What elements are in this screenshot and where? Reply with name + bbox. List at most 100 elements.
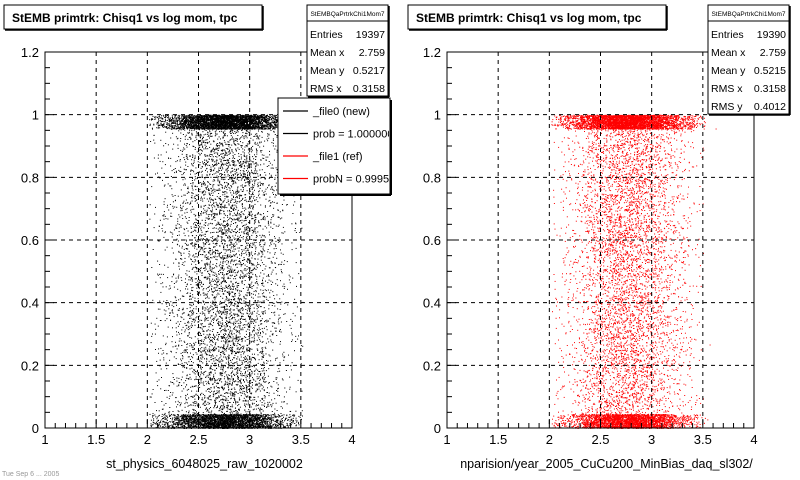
data-point: [253, 285, 255, 287]
data-point: [238, 315, 240, 317]
data-point: [251, 127, 253, 129]
data-point: [215, 407, 217, 409]
data-point: [240, 164, 241, 166]
data-point: [161, 377, 162, 378]
data-point: [226, 374, 227, 376]
data-point: [250, 416, 252, 418]
data-point: [229, 248, 231, 250]
data-point: [258, 293, 260, 295]
data-point: [210, 184, 212, 185]
data-point: [192, 296, 194, 298]
data-point: [215, 275, 217, 277]
data-point: [217, 322, 219, 324]
data-point: [239, 172, 241, 174]
data-point: [201, 198, 203, 200]
data-point: [211, 159, 213, 161]
data-point: [210, 257, 211, 259]
data-point: [290, 327, 292, 329]
data-point: [245, 161, 247, 163]
data-point: [229, 330, 231, 332]
data-point: [240, 234, 241, 236]
data-point: [205, 416, 206, 418]
data-point: [226, 420, 228, 422]
data-point: [228, 317, 230, 319]
data-point: [272, 145, 274, 147]
data-point: [220, 161, 222, 163]
data-point: [295, 410, 297, 412]
data-point: [251, 195, 253, 197]
data-point: [174, 426, 176, 428]
data-point: [150, 396, 152, 398]
data-point: [295, 419, 297, 421]
data-point: [222, 287, 224, 289]
data-point: [195, 119, 197, 121]
data-point: [186, 362, 188, 364]
data-point: [233, 141, 234, 143]
data-point: [246, 217, 248, 218]
data-point: [255, 294, 256, 296]
data-point: [262, 217, 264, 219]
data-point: [181, 279, 183, 281]
data-point: [182, 425, 184, 427]
data-point: [217, 277, 219, 279]
data-point: [214, 346, 216, 348]
data-point: [225, 226, 226, 228]
data-point: [213, 246, 215, 248]
data-point: [258, 388, 260, 390]
data-point: [257, 426, 259, 428]
data-point: [224, 396, 226, 397]
data-point: [238, 220, 240, 222]
data-point: [202, 383, 204, 385]
data-point: [240, 166, 242, 168]
data-point: [216, 275, 218, 277]
data-point: [201, 420, 203, 422]
data-point: [268, 274, 269, 276]
data-point: [242, 313, 244, 315]
data-point: [238, 330, 240, 332]
data-point: [264, 310, 266, 312]
data-point: [221, 351, 223, 353]
data-point: [283, 283, 285, 285]
data-point: [295, 222, 297, 224]
data-point: [246, 339, 248, 340]
data-point: [257, 212, 259, 214]
data-point: [232, 118, 234, 120]
data-point: [219, 196, 221, 197]
data-point: [194, 320, 196, 322]
data-point: [225, 250, 227, 252]
data-point: [241, 253, 243, 255]
data-point: [179, 159, 181, 160]
data-point: [212, 358, 214, 360]
data-point: [229, 255, 231, 257]
data-point: [188, 279, 190, 281]
data-point: [185, 417, 187, 419]
data-point: [227, 377, 229, 379]
data-point: [188, 421, 190, 423]
data-point: [244, 280, 246, 281]
data-point: [259, 407, 261, 409]
data-point: [214, 401, 216, 403]
data-point: [178, 227, 180, 229]
data-point: [275, 330, 277, 332]
data-point: [294, 201, 296, 203]
data-point: [209, 355, 211, 356]
data-point: [238, 404, 240, 405]
data-point: [234, 181, 236, 183]
data-point: [210, 320, 212, 322]
data-point: [272, 402, 274, 404]
data-point: [172, 421, 174, 423]
data-point: [268, 382, 270, 384]
data-point: [225, 343, 227, 345]
data-point: [230, 288, 232, 290]
data-point: [277, 390, 279, 392]
data-point: [242, 400, 244, 402]
data-point: [227, 379, 229, 381]
data-point: [273, 119, 275, 121]
data-point: [244, 227, 246, 229]
data-point: [250, 312, 252, 314]
data-point: [209, 248, 211, 250]
data-point: [252, 218, 254, 220]
data-point: [267, 338, 269, 340]
data-point: [267, 282, 269, 284]
data-point: [230, 333, 232, 335]
